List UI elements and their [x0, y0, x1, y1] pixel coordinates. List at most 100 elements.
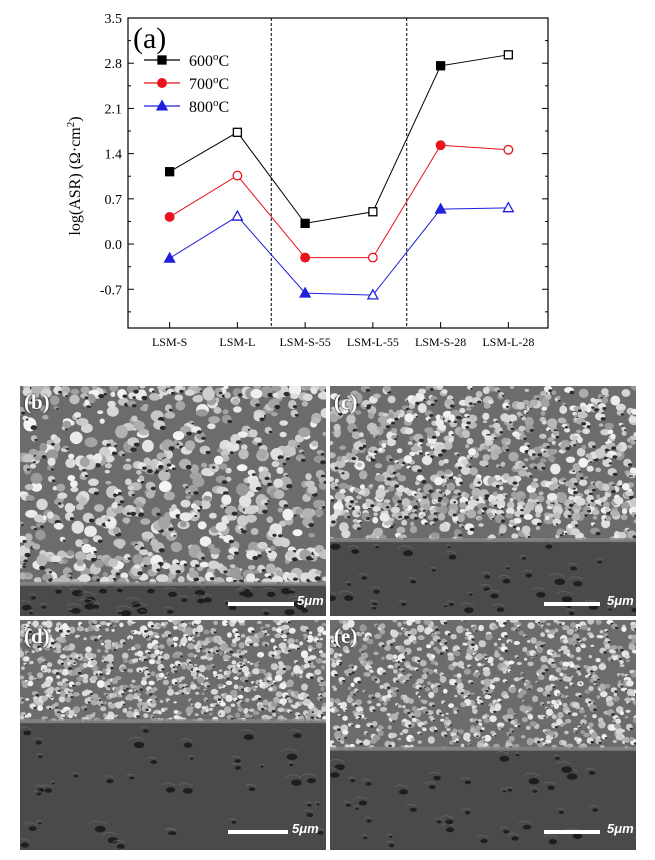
grain	[436, 631, 441, 635]
grain	[604, 507, 610, 513]
grain	[386, 438, 397, 447]
grain	[631, 634, 636, 639]
pore	[48, 707, 52, 710]
grain	[408, 698, 414, 704]
grain	[379, 513, 390, 522]
pore	[134, 623, 137, 625]
grain	[64, 502, 75, 513]
grain	[624, 697, 632, 702]
grain	[576, 741, 581, 744]
pore	[339, 715, 342, 717]
electrolyte-pore	[266, 591, 276, 597]
pore	[386, 477, 392, 481]
electrolyte-pore	[317, 831, 324, 835]
pore	[261, 708, 265, 711]
pore	[419, 452, 423, 455]
grain	[347, 723, 351, 727]
grain	[29, 660, 34, 665]
grain	[136, 469, 142, 475]
pore	[217, 653, 220, 655]
grain	[559, 406, 566, 411]
grain	[110, 391, 116, 397]
pore	[627, 463, 633, 467]
electrolyte-pore	[118, 612, 122, 615]
pore	[296, 662, 299, 664]
grain	[352, 519, 358, 523]
pore	[165, 470, 169, 472]
grain	[44, 695, 48, 700]
grain	[387, 486, 395, 492]
grain	[583, 476, 589, 480]
electrolyte-ridge	[543, 781, 555, 785]
pore	[179, 389, 184, 393]
pore	[468, 465, 472, 468]
electrolyte-pore	[506, 567, 510, 570]
grain	[493, 448, 503, 455]
grain	[381, 442, 387, 448]
electrolyte-ridge	[548, 573, 566, 577]
grain	[446, 728, 451, 731]
electrolyte-pore	[263, 611, 270, 616]
grain	[236, 464, 248, 472]
grain	[160, 707, 166, 713]
grain	[201, 462, 208, 468]
grain	[225, 576, 233, 583]
pore	[567, 696, 569, 699]
grain	[109, 386, 119, 392]
pore	[589, 674, 592, 677]
grain	[410, 521, 415, 526]
grain	[147, 630, 154, 636]
grain	[274, 489, 285, 499]
grain	[319, 637, 324, 641]
grain	[620, 514, 628, 521]
grain	[372, 506, 381, 512]
pore	[307, 660, 312, 664]
grain	[487, 400, 494, 404]
pore	[580, 683, 582, 685]
pore	[555, 523, 559, 525]
pore	[370, 458, 376, 462]
pore	[45, 643, 47, 646]
pore	[262, 509, 268, 514]
grain	[205, 705, 209, 709]
grain	[217, 448, 223, 453]
pore	[468, 402, 473, 405]
grain	[70, 480, 78, 488]
grain	[621, 483, 630, 491]
grain	[174, 394, 184, 401]
pore	[511, 730, 515, 733]
pore	[55, 706, 59, 709]
electrolyte-pore	[448, 554, 457, 560]
grain	[628, 691, 634, 696]
pore	[32, 640, 36, 642]
grain	[478, 624, 484, 632]
electrolyte-ridge	[228, 818, 237, 821]
electrolyte-pore	[561, 596, 573, 603]
pore	[262, 628, 266, 631]
grain	[35, 647, 40, 653]
grain	[549, 484, 556, 491]
pore	[56, 408, 59, 410]
grain	[271, 626, 277, 632]
grain	[218, 463, 228, 470]
pore	[518, 626, 521, 628]
grain	[397, 632, 403, 636]
pore	[271, 709, 276, 713]
pore	[439, 652, 444, 655]
grain	[218, 651, 223, 656]
pore	[505, 405, 509, 408]
grain	[225, 467, 232, 474]
grain	[561, 666, 568, 671]
grain	[236, 483, 249, 496]
grain	[196, 624, 204, 633]
pore	[600, 396, 603, 399]
grain	[508, 660, 515, 665]
grain	[27, 621, 32, 625]
pore	[444, 494, 446, 496]
grain	[21, 666, 25, 670]
grain	[321, 576, 326, 582]
grain	[499, 486, 504, 491]
sem-texture	[20, 620, 326, 850]
plot-frame	[127, 17, 549, 329]
grain	[397, 704, 402, 708]
